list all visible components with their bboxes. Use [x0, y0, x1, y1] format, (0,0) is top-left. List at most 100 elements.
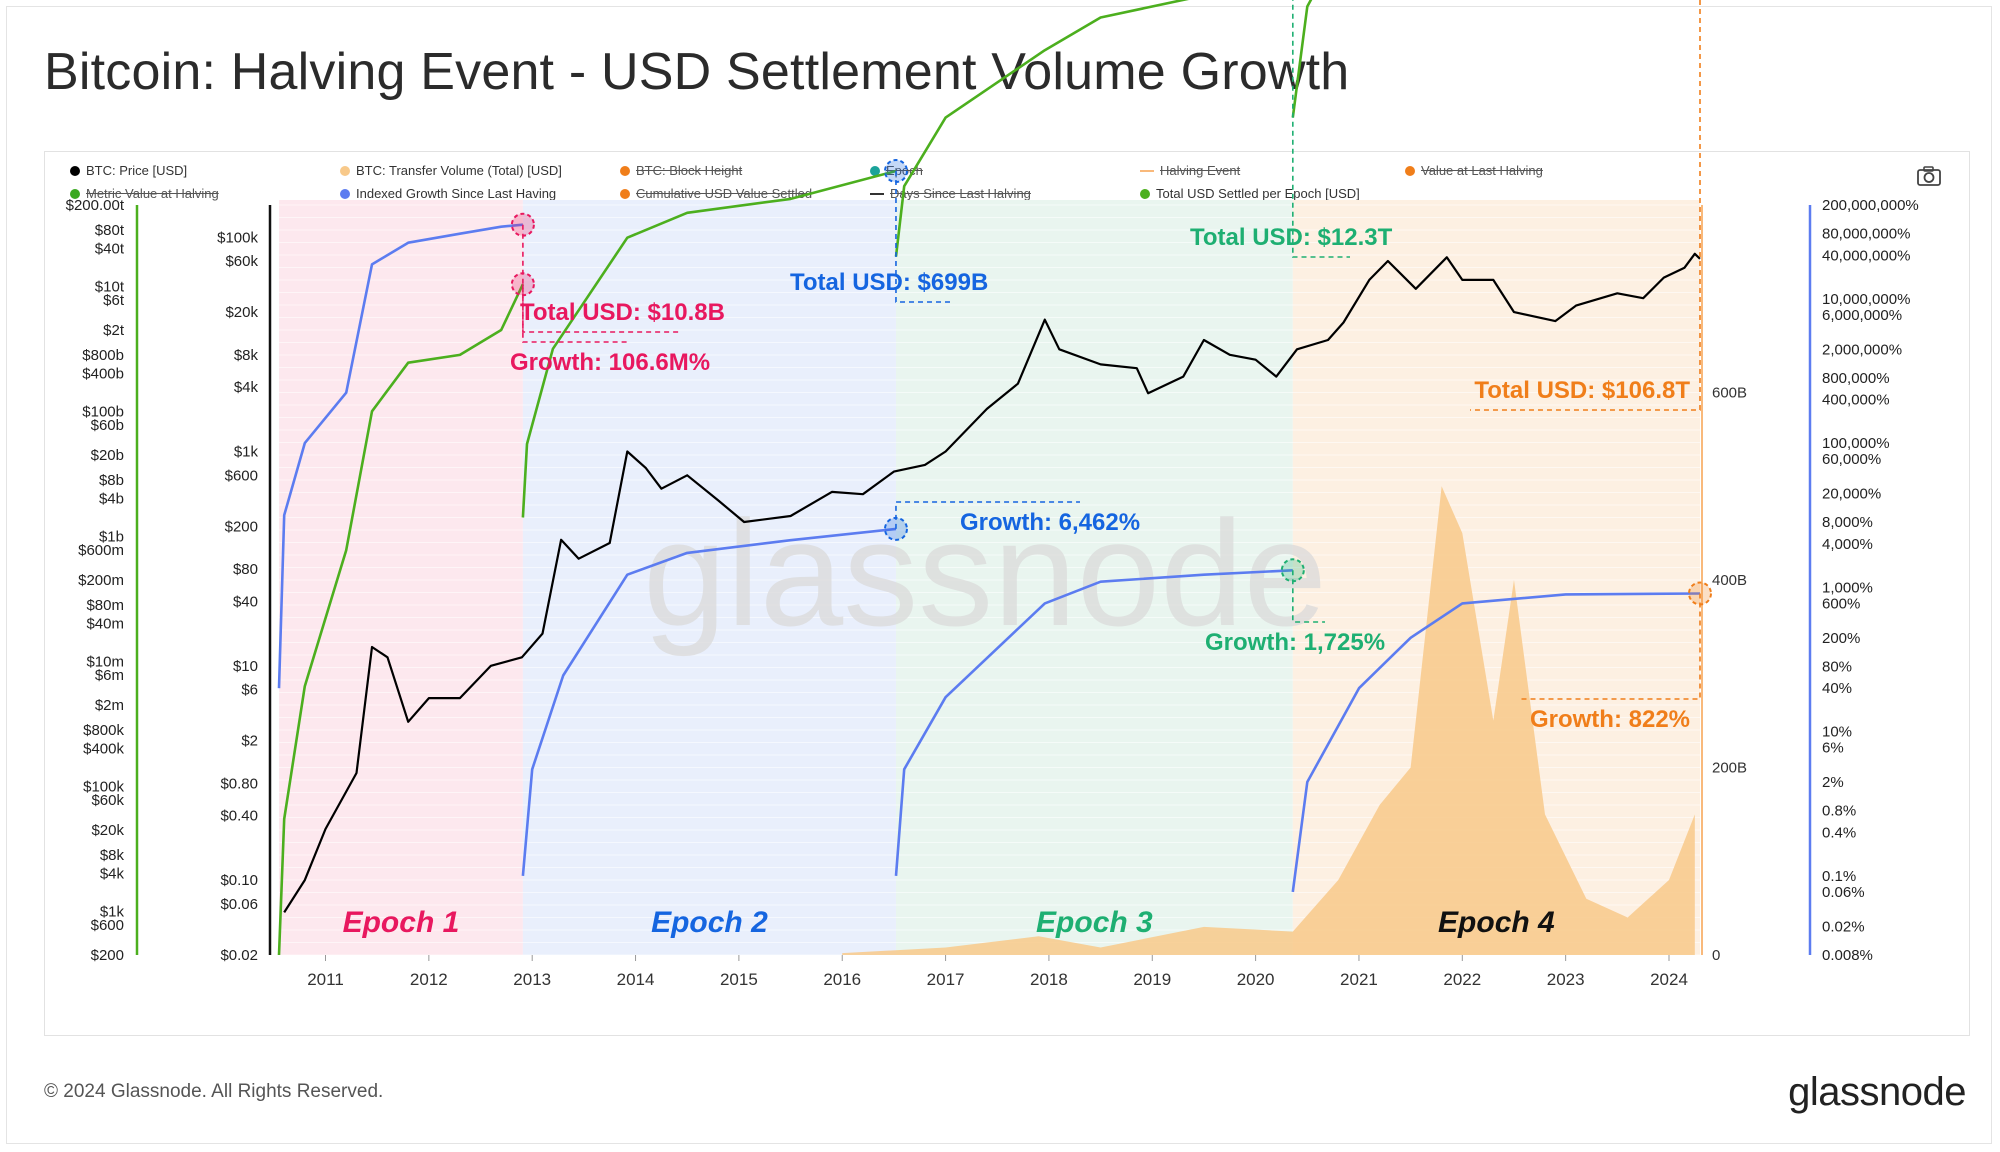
far-left-tick-label: $200: [91, 947, 124, 964]
far-left-tick-label: $40t: [95, 241, 125, 258]
legend-item[interactable]: Indexed Growth Since Last Having: [340, 186, 556, 201]
price-tick-label: $10: [233, 658, 258, 675]
far-left-tick-label: $600: [91, 917, 124, 934]
price-tick-label: $40: [233, 593, 258, 610]
epoch-background: [895, 200, 1293, 955]
price-tick-label: $1k: [234, 444, 259, 461]
legend-label: Cumulative USD Value Settled: [636, 186, 813, 201]
legend-label: Halving Event: [1160, 163, 1241, 178]
price-tick-label: $0.02: [220, 947, 258, 964]
legend-item[interactable]: BTC: Price [USD]: [70, 163, 187, 178]
legend-label: BTC: Block Height: [636, 163, 743, 178]
price-line: [283, 252, 1701, 913]
price-tick-label: $60k: [225, 253, 258, 270]
growth-label: Growth: 822%: [1530, 706, 1690, 733]
x-tick-label: 2020: [1237, 970, 1275, 989]
legend-marker: [1405, 165, 1415, 176]
total-leader: [522, 284, 680, 333]
price-tick-label: $0.40: [220, 808, 258, 825]
legend-item[interactable]: Days Since Last Halving: [870, 186, 1031, 201]
price-tick-label: $100k: [217, 229, 258, 246]
legend-marker: [70, 188, 80, 199]
total-leader: [1292, 0, 1350, 258]
growth-leader: [1292, 570, 1325, 623]
growth-tick-label: 4,000%: [1822, 536, 1873, 553]
footer-logo: glassnode: [1788, 1070, 1966, 1114]
legend-label: Indexed Growth Since Last Having: [356, 186, 557, 201]
legend-item[interactable]: Halving Event: [1140, 163, 1240, 178]
legend-item[interactable]: BTC: Transfer Volume (Total) [USD]: [340, 163, 562, 178]
legend-item[interactable]: BTC: Block Height: [620, 163, 742, 178]
price-tick-label: $600: [225, 467, 258, 484]
far-left-tick-label: $600m: [78, 542, 124, 559]
legend-item[interactable]: Cumulative USD Value Settled: [620, 186, 812, 201]
growth-tick-label: 40%: [1822, 680, 1852, 697]
legend-item[interactable]: Value at Last Halving: [1405, 163, 1543, 178]
growth-tick-label: 10%: [1822, 724, 1852, 741]
far-left-tick-label: $2m: [95, 697, 124, 714]
volume-tick-label: 600B: [1712, 385, 1747, 402]
far-left-tick-label: $10t: [95, 278, 125, 295]
legend-label: BTC: Price [USD]: [86, 163, 188, 178]
growth-tick-label: 0.1%: [1822, 868, 1856, 885]
legend-label: Total USD Settled per Epoch [USD]: [1156, 186, 1360, 201]
price-tick-label: $4k: [234, 379, 259, 396]
price-tick-label: $0.06: [220, 896, 258, 913]
price-tick-label: $8k: [234, 347, 259, 364]
price-tick-label: $0.10: [220, 872, 258, 889]
far-left-tick-label: $2t: [103, 322, 125, 339]
growth-tick-label: 20,000%: [1822, 486, 1881, 503]
far-left-tick-label: $20b: [91, 447, 124, 464]
volume-tick-label: 400B: [1712, 572, 1747, 589]
legend-label: Days Since Last Halving: [890, 186, 1031, 201]
legend-marker: [1140, 169, 1154, 172]
epoch-label: Epoch 3: [1036, 906, 1153, 939]
transfer-volume-area: [842, 486, 1695, 955]
legend-item[interactable]: Metric Value at Halving: [70, 186, 219, 201]
price-tick-label: $80: [233, 561, 258, 578]
legend-marker: [340, 188, 350, 199]
x-tick-label: 2012: [410, 970, 448, 989]
epoch-background: [522, 200, 896, 955]
far-left-tick-label: $6t: [103, 292, 125, 309]
growth-line: [1291, 592, 1701, 893]
total-leader: [1470, 0, 1701, 411]
growth-tick-label: 0.4%: [1822, 824, 1856, 841]
growth-tick-label: 40,000,000%: [1822, 247, 1910, 264]
growth-label: Growth: 1,725%: [1205, 629, 1385, 656]
growth-tick-label: 6%: [1822, 740, 1844, 757]
growth-label: Growth: 106.6M%: [510, 349, 710, 376]
price-tick-label: $2: [241, 733, 258, 750]
total-usd-line: [277, 283, 525, 956]
growth-tick-label: 80%: [1822, 658, 1852, 675]
x-tick-label: 2016: [823, 970, 861, 989]
far-left-tick-label: $6m: [95, 667, 124, 684]
x-tick-label: 2021: [1340, 970, 1378, 989]
growth-tick-label: 8,000%: [1822, 514, 1873, 531]
far-left-tick-label: $1k: [100, 903, 125, 920]
far-left-tick-label: $200m: [78, 572, 124, 589]
epoch-label: Epoch 4: [1438, 906, 1555, 939]
far-left-tick-label: $400k: [83, 741, 124, 758]
x-tick-label: 2018: [1030, 970, 1068, 989]
total-usd-label: Total USD: $106.8T: [1474, 377, 1690, 404]
far-left-tick-label: $80t: [95, 222, 125, 239]
far-left-tick-label: $8b: [99, 472, 124, 489]
far-left-tick-label: $200.00t: [66, 197, 125, 214]
legend-marker: [620, 188, 630, 199]
total-usd-label: Total USD: $10.8B: [520, 299, 725, 326]
far-left-tick-label: $8k: [100, 847, 125, 864]
growth-tick-label: 0.8%: [1822, 803, 1856, 820]
x-tick-label: 2013: [513, 970, 551, 989]
total-usd-line: [894, 0, 1190, 257]
legend-label: Value at Last Halving: [1421, 163, 1543, 178]
far-left-tick-label: $400b: [82, 366, 124, 383]
total-usd-label: Total USD: $699B: [790, 269, 988, 296]
legend-marker: [340, 165, 350, 176]
camera-icon[interactable]: [1916, 164, 1944, 188]
page-title: Bitcoin: Halving Event - USD Settlement …: [44, 43, 1350, 101]
x-tick-label: 2023: [1547, 970, 1585, 989]
growth-line: [277, 223, 524, 689]
legend-item[interactable]: Total USD Settled per Epoch [USD]: [1140, 186, 1360, 201]
